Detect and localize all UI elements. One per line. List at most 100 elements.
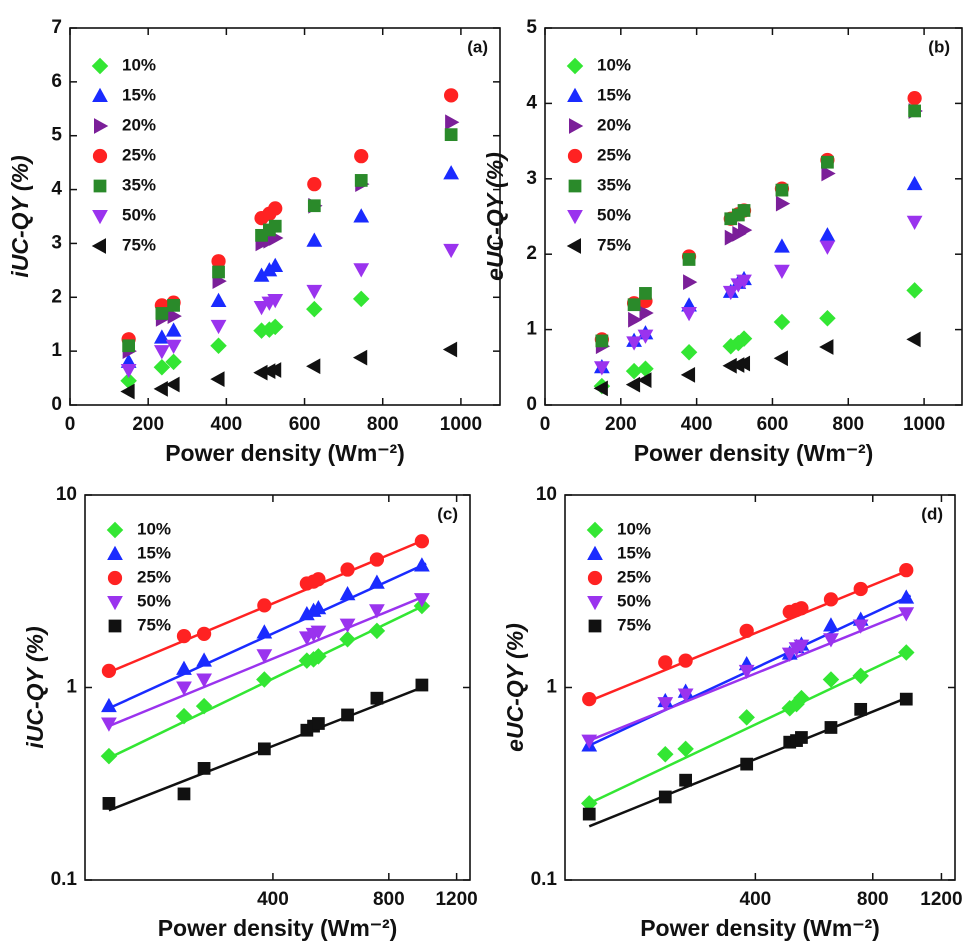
marker — [637, 372, 652, 388]
legend-entry: 15% — [597, 85, 631, 104]
marker — [256, 649, 273, 664]
x-tick-label: 400 — [211, 414, 243, 435]
marker — [906, 282, 923, 299]
marker — [92, 210, 108, 225]
marker — [679, 773, 693, 787]
marker — [899, 692, 913, 706]
x-tick-label: 400 — [681, 414, 713, 435]
marker — [819, 310, 836, 327]
legend-label: 75% — [617, 615, 651, 634]
marker — [821, 155, 834, 169]
marker — [738, 709, 755, 726]
marker — [176, 628, 192, 644]
marker — [211, 254, 226, 269]
marker — [153, 345, 170, 360]
x-axis-label: Power density (Wm⁻²) — [165, 440, 405, 466]
marker — [94, 118, 109, 134]
marker — [822, 671, 840, 688]
x-tick-label: 600 — [289, 414, 321, 435]
legend-label: 50% — [137, 591, 171, 610]
plot-frame — [544, 27, 963, 406]
legend-entry: 15% — [122, 85, 156, 104]
marker — [569, 118, 584, 134]
marker — [107, 596, 123, 611]
marker — [312, 717, 325, 730]
marker — [354, 149, 369, 164]
marker — [824, 721, 838, 734]
marker — [165, 376, 180, 393]
marker — [736, 274, 752, 289]
y-tick-label: 1 — [546, 677, 557, 698]
x-axis-label: Power density (Wm⁻²) — [158, 915, 398, 941]
y-axis-label: iUC-QY (%) — [22, 626, 48, 748]
x-tick-label: 1200 — [435, 889, 477, 910]
legend-label: 35% — [122, 175, 156, 194]
marker — [92, 87, 108, 102]
y-tick-label: 6 — [51, 71, 62, 92]
legend-entry: 25% — [597, 145, 631, 164]
marker — [637, 360, 654, 378]
marker — [566, 57, 584, 75]
marker — [588, 619, 602, 633]
marker — [101, 663, 117, 679]
fit-line — [588, 609, 912, 742]
marker — [444, 88, 459, 103]
marker — [91, 57, 109, 75]
x-tick-label: 1000 — [440, 414, 482, 435]
marker — [122, 339, 136, 353]
marker — [256, 671, 273, 688]
marker — [167, 308, 182, 325]
legend-label: 25% — [122, 145, 156, 164]
y-tick-label: 0.1 — [51, 869, 78, 890]
marker — [176, 660, 192, 675]
marker — [682, 253, 696, 266]
legend-entry: 50% — [137, 591, 171, 610]
marker — [212, 265, 225, 279]
legend-entry: 15% — [617, 543, 651, 562]
y-tick-label: 10 — [536, 484, 557, 505]
marker — [735, 355, 751, 372]
marker — [339, 618, 356, 633]
marker — [793, 689, 810, 707]
marker — [568, 179, 582, 193]
marker — [737, 204, 751, 217]
marker — [176, 681, 192, 696]
marker — [906, 215, 923, 231]
marker — [196, 673, 212, 688]
marker — [823, 592, 839, 607]
marker — [253, 364, 268, 381]
legend-label: 50% — [597, 205, 631, 224]
legend-entry: 15% — [137, 543, 171, 562]
panel-label: (c) — [437, 504, 458, 523]
marker — [587, 596, 603, 611]
marker — [177, 787, 191, 801]
marker — [637, 329, 654, 344]
y-axis-label: iUC-QY (%) — [7, 155, 33, 277]
y-tick-label: 10 — [56, 484, 77, 505]
marker — [738, 222, 753, 238]
marker — [414, 534, 430, 549]
marker — [415, 678, 429, 692]
legend-entry: 10% — [617, 519, 651, 538]
marker — [683, 274, 698, 290]
panel-label: (d) — [921, 504, 943, 523]
y-tick-label: 1 — [51, 340, 62, 361]
x-tick-label: 0 — [65, 414, 76, 435]
legend-label: 10% — [122, 55, 156, 74]
x-tick-label: 200 — [132, 414, 164, 435]
marker — [354, 174, 368, 187]
marker — [658, 790, 672, 804]
legend-entry: 10% — [122, 55, 156, 74]
marker — [311, 572, 326, 587]
marker — [210, 371, 225, 388]
marker — [165, 339, 182, 355]
legend-label: 15% — [137, 543, 171, 562]
marker — [107, 545, 123, 560]
marker — [268, 219, 282, 233]
legend-label: 75% — [137, 615, 171, 634]
y-tick-label: 0 — [526, 394, 537, 415]
legend-entry: 50% — [597, 205, 631, 224]
marker — [627, 298, 641, 312]
marker — [587, 545, 603, 560]
legend-label: 25% — [617, 567, 651, 586]
